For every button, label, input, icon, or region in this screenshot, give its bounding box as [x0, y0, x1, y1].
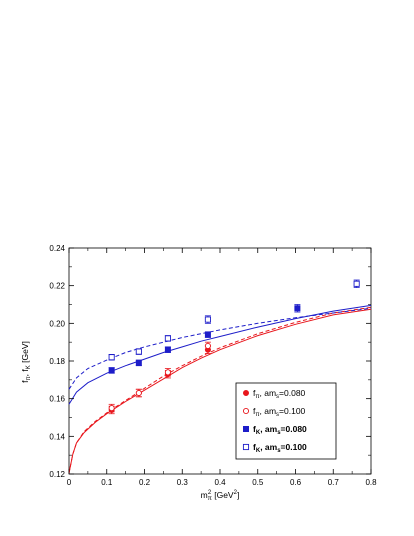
fit-curve [68, 308, 372, 474]
data-points [108, 279, 360, 415]
legend-label: fπ, ams=0.100 [253, 406, 306, 418]
fit-curve [68, 306, 372, 474]
legend-label: fK, ams=0.080 [253, 424, 307, 436]
x-tick-label: 0.6 [290, 478, 302, 487]
y-axis-title: fπ, fK [GeV] [20, 341, 32, 383]
axis-ticks: 0 0.1 0.2 0.3 0.4 0.5 0.6 0.7 0.8 0.12 0.14 0.16 0.1… [49, 244, 377, 487]
legend-marker [242, 443, 250, 451]
y-tick-label: 0.24 [49, 244, 65, 253]
data-point [353, 280, 360, 287]
y-tick-label: 0.12 [49, 470, 65, 479]
x-axis-title: mπ2 [GeV2] [201, 490, 240, 502]
data-point [164, 369, 171, 376]
data-point [294, 305, 301, 312]
legend: fπ, ams=0.080 fπ, ams=0.100 fK, ams=0.080 f… [235, 382, 337, 460]
y-tick-label: 0.14 [49, 432, 65, 441]
x-tick-label: 0 [67, 478, 72, 487]
y-tick-label: 0.16 [49, 395, 65, 404]
x-tick-label: 0.7 [328, 478, 340, 487]
fit-curves [68, 304, 372, 474]
data-point [204, 316, 211, 323]
fit-curve [68, 307, 372, 390]
x-tick-label: 0.5 [252, 478, 264, 487]
legend-marker [242, 389, 249, 396]
data-point [108, 354, 115, 361]
y-tick-label: 0.22 [49, 282, 65, 291]
y-tick-label: 0.18 [49, 357, 65, 366]
y-tick-label: 0.20 [49, 319, 65, 328]
legend-box [235, 382, 337, 460]
x-tick-label: 0.1 [101, 478, 113, 487]
data-point [108, 405, 115, 412]
legend-marker [242, 407, 250, 415]
x-tick-label: 0.8 [365, 478, 377, 487]
legend-label: fK, ams=0.100 [253, 442, 307, 454]
legend-marker [242, 425, 249, 432]
data-point [164, 335, 171, 342]
legend-entries: fπ, ams=0.080 fπ, ams=0.100 fK, ams=0.080 f… [242, 388, 307, 454]
data-point [204, 342, 211, 349]
fit-curve [68, 304, 372, 405]
data-point [108, 367, 115, 374]
data-point [164, 346, 171, 353]
data-point [135, 389, 142, 397]
legend-label: fπ, ams=0.080 [253, 388, 306, 400]
x-tick-label: 0.3 [177, 478, 189, 487]
x-tick-label: 0.2 [139, 478, 151, 487]
x-tick-label: 0.4 [214, 478, 226, 487]
data-point [135, 348, 142, 355]
data-point [135, 359, 142, 366]
data-point [204, 331, 211, 338]
